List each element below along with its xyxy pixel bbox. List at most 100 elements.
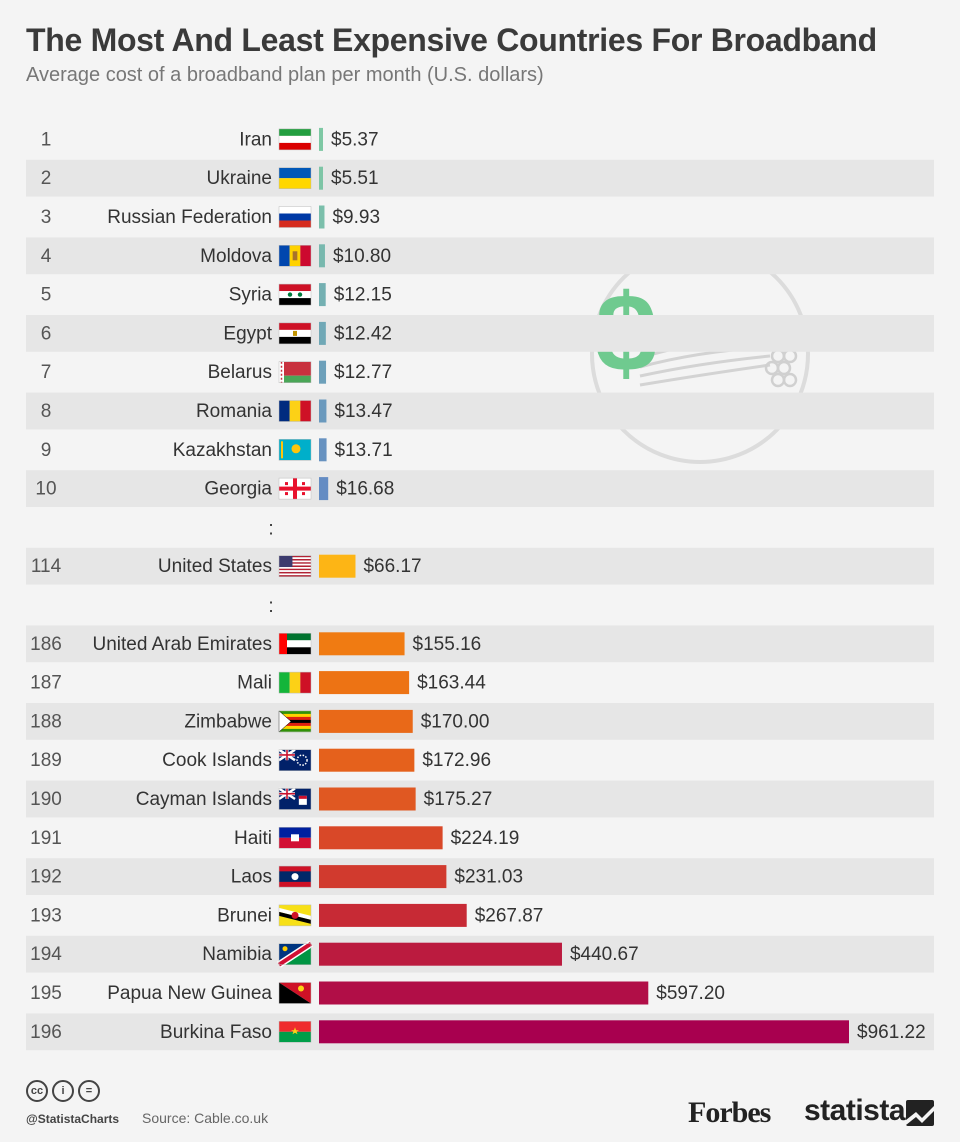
zimbabwe-flag-icon — [278, 710, 312, 733]
dollar-cable-icon: $ — [590, 244, 810, 464]
rank-label: 187 — [30, 673, 62, 694]
country-label: Burkina Faso — [160, 1022, 272, 1043]
value-label: $440.67 — [570, 944, 639, 965]
romania-flag-icon — [278, 400, 312, 422]
country-label: United Arab Emirates — [92, 634, 272, 655]
bar — [319, 244, 325, 268]
rank-label: 193 — [30, 905, 62, 926]
bar — [319, 321, 326, 345]
bar — [319, 205, 325, 229]
chart-row: 191 Haiti $224.19 — [30, 826, 520, 850]
chart-row: 10 Georgia $16.68 — [26, 470, 934, 507]
syria-flag-icon — [278, 283, 312, 306]
bar — [319, 671, 410, 695]
rank-label: 1 — [41, 129, 52, 150]
source-text: Source: Cable.co.uk — [142, 1110, 269, 1126]
bar — [319, 709, 413, 733]
rank-label: 9 — [41, 440, 52, 461]
country-label: Moldova — [200, 246, 272, 267]
country-label: Egypt — [223, 323, 272, 344]
value-label: $12.77 — [334, 362, 392, 383]
bar — [319, 748, 415, 772]
chart-row: 7 Belarus $12.77 — [41, 360, 392, 384]
country-label: Namibia — [202, 944, 272, 965]
value-label: $175.27 — [424, 789, 493, 810]
chart-row: 8 Romania $13.47 — [26, 392, 934, 430]
country-label: Iran — [239, 129, 272, 150]
statista-handle: @StatistaCharts — [26, 1112, 120, 1126]
license-icons: cc i = — [26, 1080, 100, 1102]
rank-label: 114 — [31, 556, 62, 577]
country-label: Syria — [229, 285, 273, 306]
bar — [319, 477, 329, 501]
rank-label: 192 — [30, 867, 62, 888]
attribution-icon: i — [52, 1080, 74, 1102]
chart-row: 188 Zimbabwe $170.00 — [26, 703, 934, 740]
bar — [319, 826, 443, 850]
value-label: $13.71 — [335, 440, 393, 461]
footer: cc i = @StatistaCharts Source: Cable.co.… — [0, 1070, 960, 1142]
chart-row: 193 Brunei $267.87 — [30, 903, 543, 927]
value-label: $5.37 — [331, 129, 379, 150]
bar — [319, 1020, 849, 1044]
bar — [319, 632, 405, 656]
value-label: $12.42 — [334, 323, 392, 344]
chart-row: 192 Laos $231.03 — [26, 858, 934, 895]
chart-title: The Most And Least Expensive Countries F… — [26, 22, 877, 58]
bar — [319, 981, 649, 1005]
gap-marker: : — [268, 518, 273, 539]
rank-label: 7 — [41, 362, 52, 383]
country-label: Kazakhstan — [173, 440, 272, 461]
chart-subtitle: Average cost of a broadband plan per mon… — [26, 64, 544, 86]
bar — [319, 399, 327, 423]
rank-label: 5 — [41, 285, 52, 306]
bar — [319, 360, 327, 384]
country-label: Brunei — [217, 905, 272, 926]
cayman-islands-flag-icon — [278, 787, 312, 810]
country-label: Belarus — [208, 362, 272, 383]
country-label: United States — [158, 556, 272, 577]
moldova-flag-icon — [278, 245, 312, 267]
namibia-flag-icon — [277, 940, 313, 968]
rank-label: 186 — [30, 634, 62, 655]
value-label: $155.16 — [413, 634, 482, 655]
rank-label: 4 — [41, 246, 52, 267]
no-derivatives-icon: = — [78, 1080, 100, 1102]
rank-label: 3 — [41, 207, 52, 228]
value-label: $597.20 — [656, 983, 725, 1004]
chart-row: 186 United Arab Emirates $155.16 — [26, 625, 934, 663]
rank-label: 196 — [30, 1022, 62, 1043]
value-label: $170.00 — [421, 711, 490, 732]
rank-label: 191 — [30, 828, 62, 849]
bar — [319, 127, 323, 151]
value-label: $13.47 — [334, 401, 392, 422]
rank-label: 194 — [30, 944, 62, 965]
bar — [319, 865, 447, 889]
country-label: Russian Federation — [107, 207, 272, 228]
chart-row: 114 United States $66.17 — [26, 547, 934, 585]
chart-row: 5 Syria $12.15 — [41, 283, 392, 307]
value-label: $172.96 — [422, 750, 491, 771]
value-label: $16.68 — [336, 479, 394, 500]
gap-row: : — [268, 596, 273, 617]
country-label: Romania — [196, 401, 272, 422]
uae-flag-icon — [278, 633, 312, 655]
chart-row: 1 Iran $5.37 — [41, 127, 379, 151]
kazakhstan-flag-icon — [278, 439, 312, 461]
value-label: $9.93 — [332, 207, 380, 228]
country-label: Haiti — [234, 828, 272, 849]
country-label: Cook Islands — [162, 750, 272, 771]
rank-label: 195 — [30, 983, 62, 1004]
rank-label: 8 — [41, 401, 52, 422]
rank-label: 189 — [30, 750, 62, 771]
chart-row: 4 Moldova $10.80 — [26, 237, 934, 275]
rank-label: 188 — [30, 711, 62, 732]
bar — [319, 554, 356, 578]
statista-logo-icon — [906, 1100, 934, 1126]
iran-flag-icon — [278, 128, 312, 151]
belarus-flag-icon — [278, 361, 312, 383]
ukraine-flag-icon — [278, 167, 312, 189]
value-label: $224.19 — [451, 828, 520, 849]
haiti-flag-icon — [278, 827, 312, 849]
egypt-flag-icon — [278, 322, 312, 345]
